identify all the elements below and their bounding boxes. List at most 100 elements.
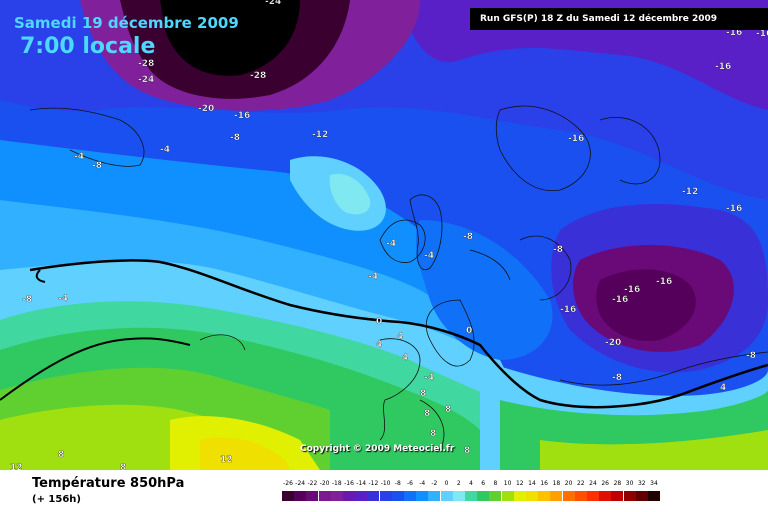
contour-label: -16 bbox=[568, 134, 584, 144]
scale-label: 18 bbox=[552, 480, 561, 487]
scale-swatch bbox=[367, 491, 380, 501]
scale-label: 14 bbox=[528, 480, 536, 487]
contour-label: 8 bbox=[445, 405, 451, 415]
contour-label: -28 bbox=[250, 71, 266, 81]
scale-swatch bbox=[416, 491, 429, 501]
contour-label: -12 bbox=[312, 130, 328, 140]
contour-label: -8 bbox=[463, 232, 473, 242]
scale-swatch bbox=[452, 491, 465, 501]
contour-label: -4 bbox=[424, 373, 434, 383]
contour-label: -4 bbox=[368, 272, 378, 282]
contour-label: -20 bbox=[198, 104, 214, 114]
contour-label: -16 bbox=[756, 29, 768, 39]
scale-swatch bbox=[648, 491, 660, 501]
scale-label: 2 bbox=[456, 480, 461, 487]
contour-label: 8 bbox=[420, 389, 426, 399]
scale-swatch bbox=[599, 491, 612, 501]
contour-label: 12 bbox=[220, 455, 233, 465]
scale-swatch bbox=[635, 491, 648, 501]
scale-label: -10 bbox=[380, 480, 391, 487]
scale-label: -2 bbox=[431, 480, 438, 487]
scale-swatch bbox=[294, 491, 307, 501]
scale-label: -16 bbox=[344, 480, 354, 487]
scale-swatch bbox=[391, 491, 404, 501]
scale-label: -12 bbox=[368, 480, 379, 487]
scale-swatch bbox=[404, 491, 416, 501]
scale-label: 10 bbox=[503, 480, 512, 487]
scale-label: -14 bbox=[356, 480, 367, 487]
scale-label: 4 bbox=[469, 480, 473, 487]
scale-swatch bbox=[538, 491, 551, 501]
scale-swatch bbox=[379, 491, 392, 501]
contour-label: -16 bbox=[560, 305, 576, 315]
contour-label: 8 bbox=[430, 429, 436, 439]
scale-label: -18 bbox=[331, 480, 342, 487]
scale-label: -8 bbox=[394, 480, 401, 487]
contour-label: -16 bbox=[656, 277, 672, 287]
contour-label: -16 bbox=[624, 285, 640, 295]
contour-label: -20 bbox=[605, 338, 621, 348]
scale-label: -20 bbox=[319, 480, 330, 487]
forecast-date: Samedi 19 décembre 2009 bbox=[14, 14, 239, 32]
scale-label: 8 bbox=[493, 480, 498, 487]
scale-label: 28 bbox=[613, 480, 622, 487]
scale-swatch bbox=[440, 491, 453, 501]
contour-label: 12 bbox=[10, 463, 23, 470]
legend: Température 850hPa (+ 156h) -26 -24 -22 -20… bbox=[0, 470, 768, 512]
contour-label: 8 bbox=[120, 463, 126, 470]
scale-label: -26 bbox=[283, 480, 293, 487]
scale-label: 12 bbox=[515, 480, 524, 487]
scale-label: 22 bbox=[576, 480, 585, 487]
scale-swatch bbox=[355, 491, 368, 501]
scale-label: 16 bbox=[540, 480, 548, 487]
contour-label: 8 bbox=[464, 446, 470, 456]
scale-label: 24 bbox=[589, 480, 597, 487]
contour-label: -4 bbox=[424, 251, 434, 261]
scale-swatch bbox=[318, 491, 331, 501]
contour-label: 4 bbox=[397, 332, 403, 342]
scale-swatch bbox=[611, 491, 624, 501]
forecast-time: 7:00 locale bbox=[20, 34, 156, 59]
contour-label: -16 bbox=[726, 28, 742, 38]
scale-swatch bbox=[282, 491, 294, 501]
contour-label: 0 bbox=[466, 326, 472, 336]
scale-swatch bbox=[477, 491, 490, 501]
contour-label: 8 bbox=[424, 409, 430, 419]
temperature-map: -24 -28 -24 -28 -20 -16 -16 -12 -8 -4 -8 -4 -8 -16 -12… bbox=[0, 0, 768, 470]
scale-swatch bbox=[550, 491, 563, 501]
contour-label: -8 bbox=[553, 245, 563, 255]
scale-label: -24 bbox=[295, 480, 306, 487]
scale-label: -4 bbox=[419, 480, 426, 487]
scale-swatch bbox=[501, 491, 514, 501]
scale-swatch bbox=[562, 491, 575, 501]
scale-label: 34 bbox=[650, 480, 658, 487]
scale-swatch bbox=[465, 491, 477, 501]
contour-label: -16 bbox=[612, 295, 628, 305]
contour-label: -4 bbox=[160, 145, 170, 155]
contour-label: 0 bbox=[376, 317, 382, 327]
contour-label: -4 bbox=[74, 152, 84, 162]
scale-label: -22 bbox=[307, 480, 318, 487]
scale-swatch bbox=[526, 491, 538, 501]
scale-swatch bbox=[574, 491, 587, 501]
contour-label: -28 bbox=[138, 59, 154, 69]
contour-label: -16 bbox=[726, 204, 742, 214]
scale-label: 30 bbox=[625, 480, 634, 487]
scale-swatch bbox=[330, 491, 343, 501]
contour-label: -24 bbox=[265, 0, 281, 7]
contour-label: 4 bbox=[720, 383, 726, 393]
scale-swatch bbox=[343, 491, 355, 501]
contour-label: 8 bbox=[58, 450, 64, 460]
contour-label: -16 bbox=[715, 62, 731, 72]
run-info: Run GFS(P) 18 Z du Samedi 12 décembre 20… bbox=[470, 8, 768, 30]
contour-label: 4 bbox=[376, 340, 382, 350]
contour-label: -12 bbox=[682, 187, 698, 197]
scale-label: 0 bbox=[444, 480, 449, 487]
scale-label: 26 bbox=[601, 480, 609, 487]
scale-label: 32 bbox=[637, 480, 646, 487]
contour-label: -8 bbox=[746, 351, 756, 361]
scale-label: 20 bbox=[564, 480, 573, 487]
contour-label: -24 bbox=[138, 75, 154, 85]
contour-label: -8 bbox=[612, 373, 622, 383]
contour-label: -8 bbox=[22, 295, 32, 305]
